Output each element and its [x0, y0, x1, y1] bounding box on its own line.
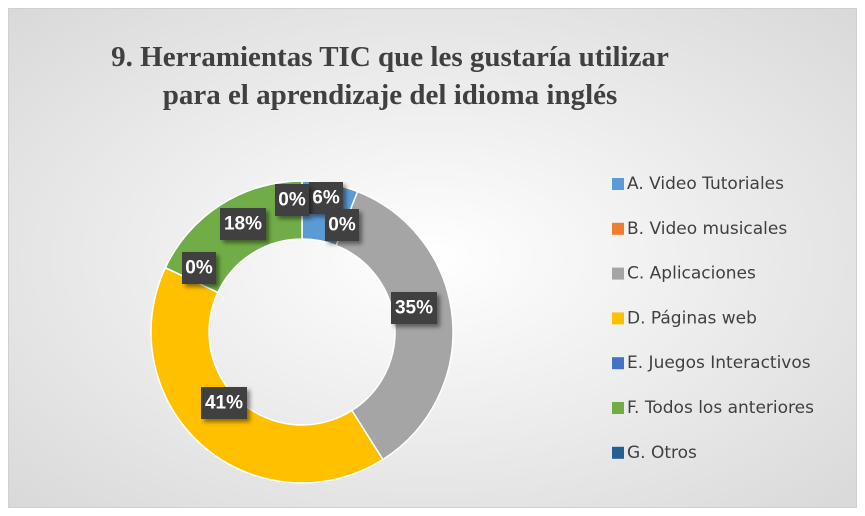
legend-label: A. Video Tutoriales — [627, 174, 784, 194]
data-label-box — [309, 182, 343, 214]
data-label: 41% — [205, 393, 243, 414]
data-label-box — [275, 184, 309, 216]
data-label: 18% — [224, 214, 262, 235]
legend-swatch — [612, 402, 624, 414]
legend-label: B. Video musicales — [627, 219, 787, 239]
legend-label: C. Aplicaciones — [627, 264, 756, 284]
chart-title: para el aprendizaje del idioma inglés — [163, 79, 618, 111]
data-label-box — [391, 292, 437, 324]
data-label: 0% — [328, 215, 356, 236]
legend-swatch — [612, 357, 624, 370]
legend-swatch — [612, 312, 624, 325]
legend-swatch — [612, 267, 624, 280]
legend-label: F. Todos los anteriores — [627, 398, 814, 418]
legend-swatch — [612, 222, 624, 235]
data-label: 0% — [278, 190, 306, 211]
donut-slice — [335, 190, 454, 461]
data-label-box — [201, 387, 247, 419]
legend-swatch — [612, 446, 624, 459]
data-label: 35% — [395, 298, 433, 319]
data-label-box — [182, 252, 216, 284]
chart-title: 9. Herramientas TIC que les gustaría uti… — [111, 41, 669, 73]
data-label: 0% — [185, 258, 213, 279]
legend-label: D. Páginas web — [627, 308, 757, 328]
data-label: 6% — [312, 188, 340, 209]
legend-label: E. Juegos Interactivos — [627, 353, 811, 373]
data-label-box — [325, 209, 359, 241]
data-label-box — [220, 208, 266, 240]
legend-label: G. Otros — [627, 443, 697, 463]
donut-slice — [150, 266, 384, 484]
legend-swatch — [612, 178, 624, 190]
